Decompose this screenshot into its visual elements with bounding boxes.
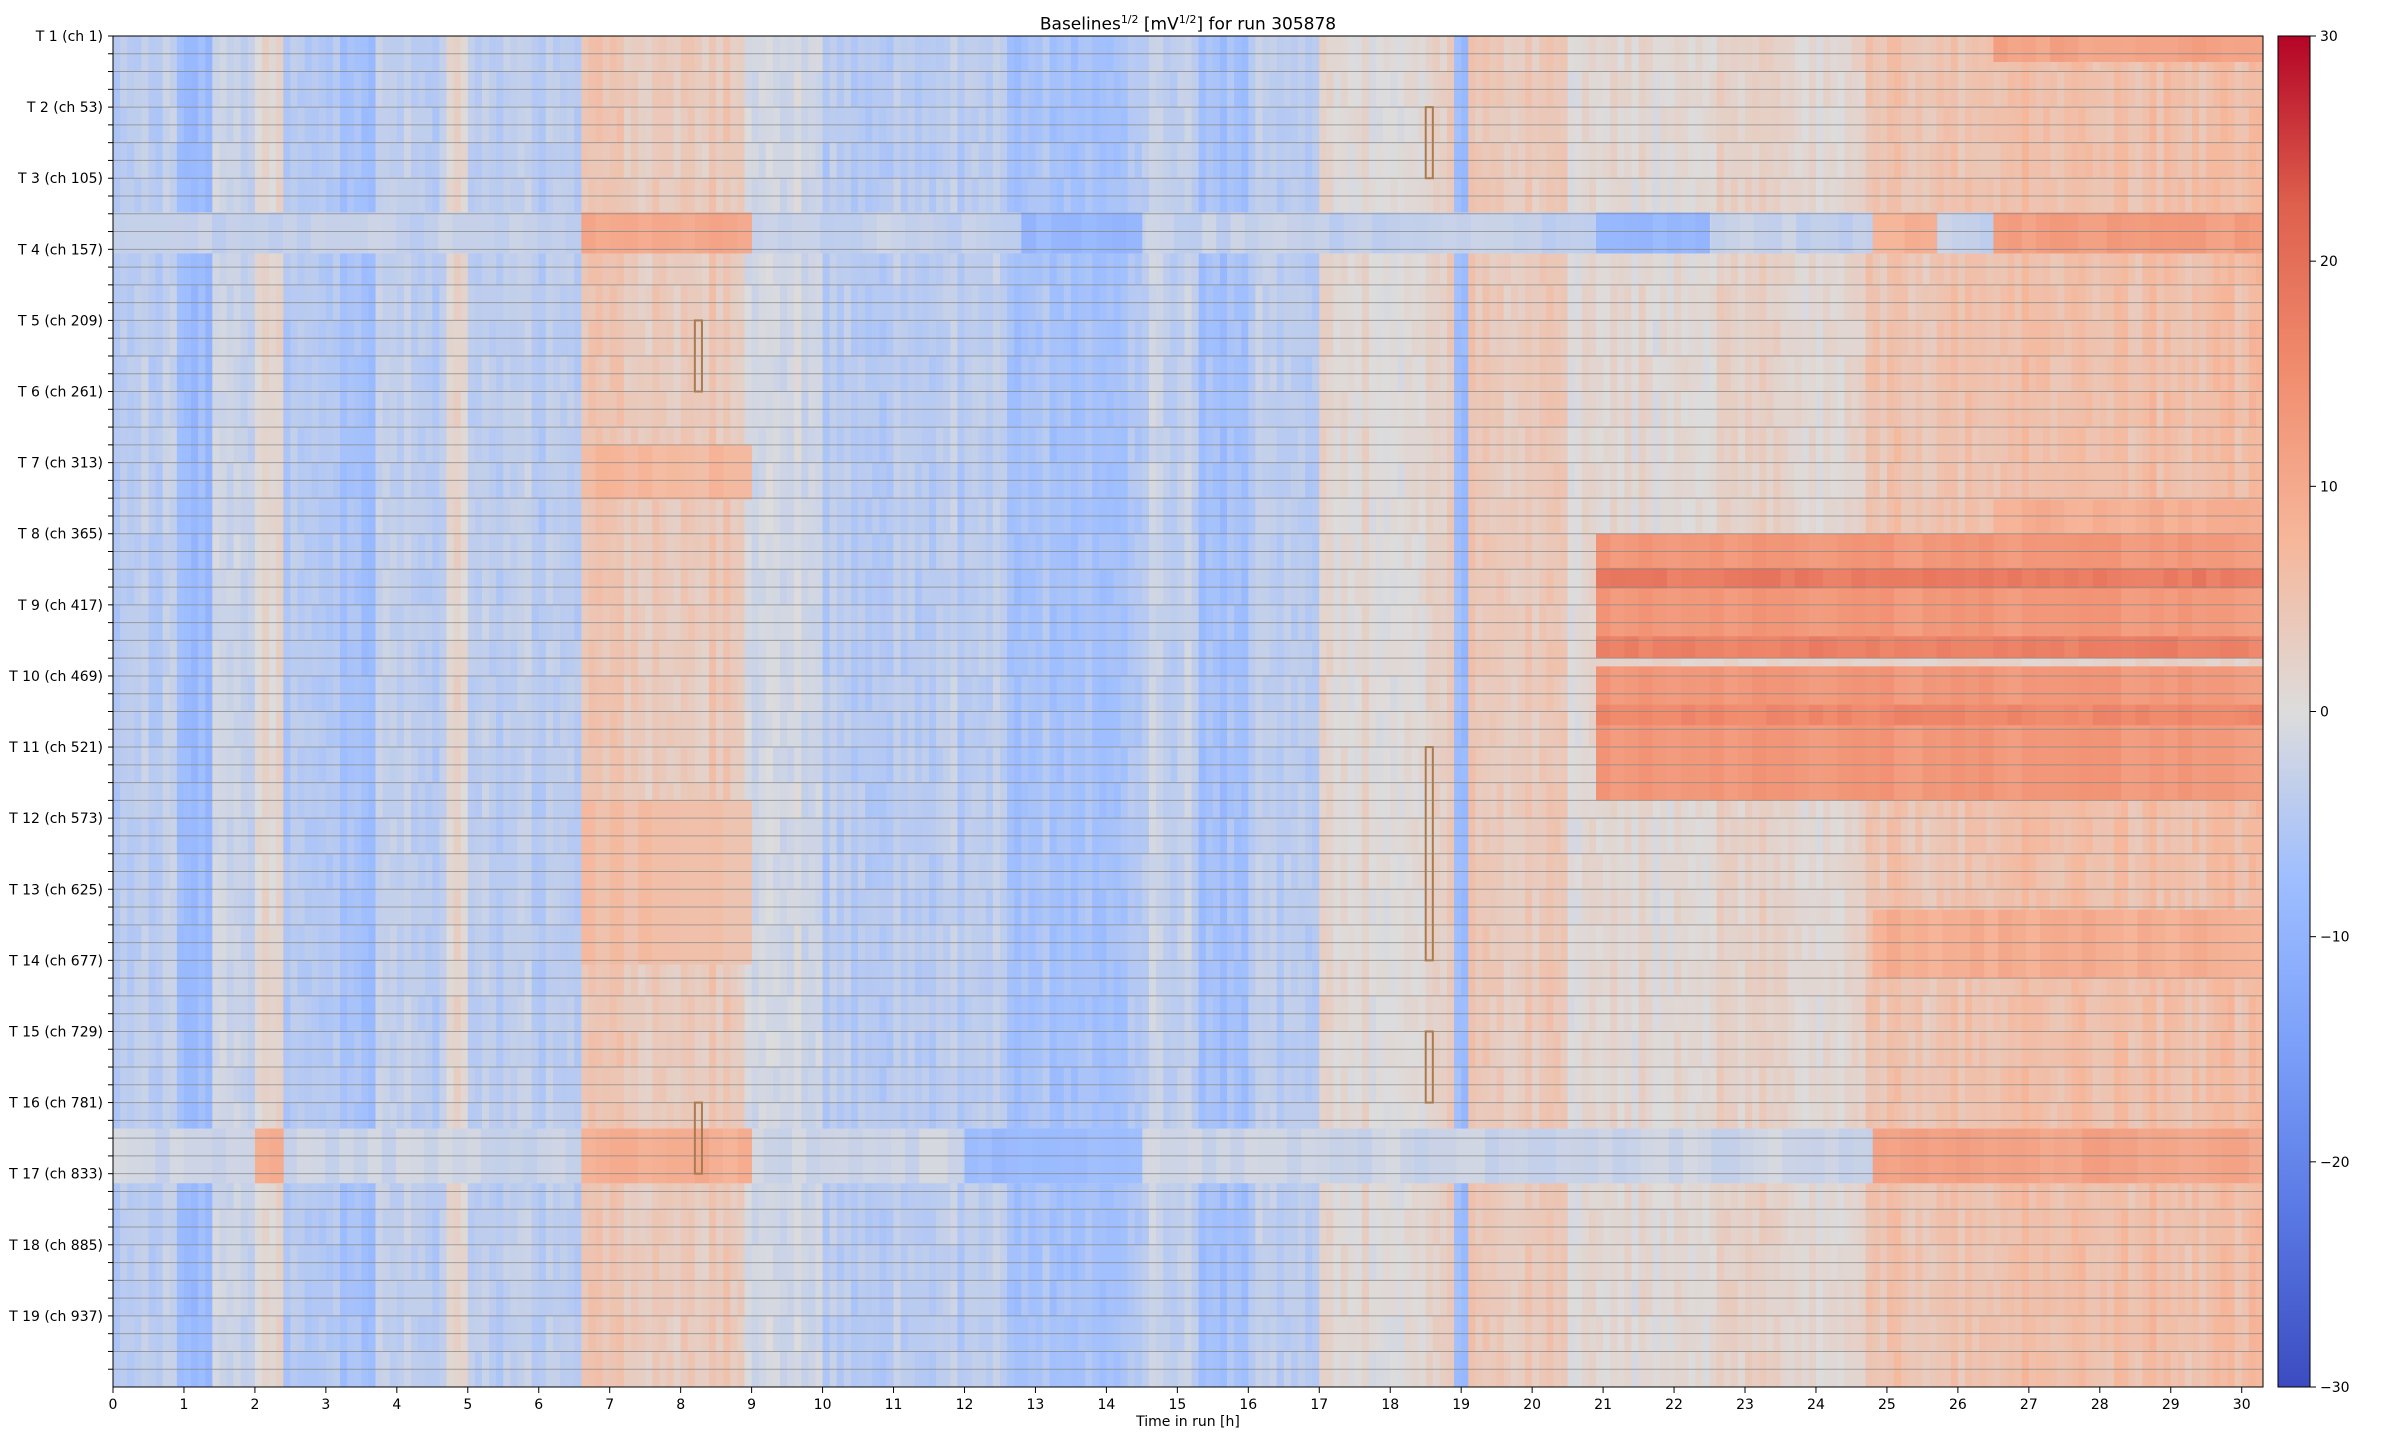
heatmap-chart: 0 1 2 3 4 5 6 7 8 9 10 11 12 13 14 15 16 17 18 19 20 21 22 23 24…	[0, 0, 2394, 1439]
